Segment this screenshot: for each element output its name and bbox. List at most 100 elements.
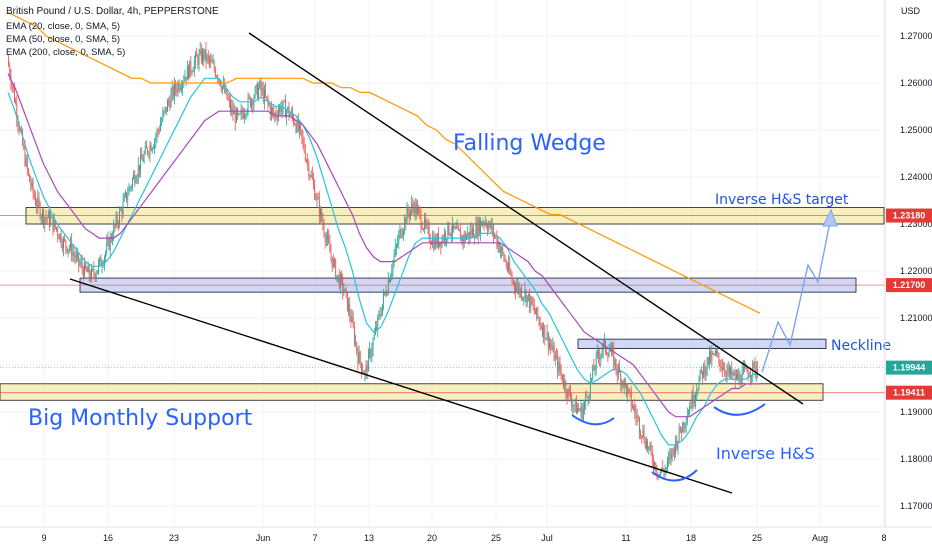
candle-down — [634, 406, 636, 412]
candle-down — [485, 222, 487, 227]
candle-up — [422, 228, 424, 230]
candle-down — [248, 96, 250, 98]
candle-down — [94, 273, 96, 278]
candle-up — [79, 263, 81, 265]
indicator-ema20-label[interactable]: EMA (20, close, 0, SMA, 5) — [6, 21, 120, 32]
candle-down — [674, 449, 675, 454]
candle-down — [237, 109, 238, 115]
candle-up — [621, 381, 623, 385]
candle-down — [724, 368, 726, 373]
candle-up — [171, 87, 173, 94]
candle-up — [545, 338, 547, 340]
candle-up — [392, 261, 394, 272]
candle-up — [221, 85, 223, 90]
candle-up — [554, 355, 556, 361]
candle-up — [610, 347, 612, 351]
candle-down — [449, 233, 451, 236]
candle-down — [265, 90, 267, 97]
candle-up — [688, 412, 689, 416]
candle-up — [225, 88, 227, 93]
candle-up — [128, 187, 130, 196]
candle-up — [202, 50, 203, 62]
price-axis[interactable]: 1.27000 1.26000 1.25000 1.24000 1.23000 1.220… — [884, 0, 932, 527]
candle-up — [682, 422, 684, 433]
candle-up — [109, 235, 111, 250]
candle-up — [543, 325, 545, 336]
candle-up — [523, 297, 525, 299]
indicator-ema50-label[interactable]: EMA (50, close, 0, SMA, 5) — [6, 34, 120, 45]
candle-down — [335, 260, 337, 279]
indicator-ema200-label[interactable]: EMA (200, close, 0, SMA, 5) — [6, 47, 125, 58]
candle-up — [282, 100, 284, 108]
candle-up — [411, 203, 413, 211]
candle-up — [193, 61, 195, 71]
candle-down — [734, 372, 736, 381]
candle-up — [642, 430, 644, 437]
candle-down — [483, 222, 485, 224]
candle-up — [726, 370, 728, 376]
candle-down — [16, 103, 18, 119]
candle-down — [739, 373, 741, 383]
candle-down — [93, 268, 95, 274]
candle-down — [607, 354, 609, 357]
candle-up — [355, 342, 356, 344]
candle-up — [536, 307, 538, 315]
right-shoulder-arc — [713, 403, 766, 416]
candle-up — [591, 378, 592, 381]
candle-up — [259, 80, 261, 88]
candle-up — [127, 195, 129, 201]
candle-down — [356, 342, 358, 352]
candle-down — [663, 470, 665, 474]
candle-down — [559, 362, 561, 371]
candle-up — [439, 241, 441, 247]
candle-down — [147, 148, 149, 153]
candle-up — [336, 275, 338, 279]
candle-up — [382, 304, 383, 315]
candle-up — [450, 233, 452, 236]
candle-up — [44, 217, 46, 224]
candle-down — [295, 124, 297, 132]
candle-down — [241, 110, 243, 115]
projection-path — [571, 208, 838, 482]
candle-up — [278, 111, 279, 118]
candle-down — [408, 213, 410, 217]
candle-up — [102, 264, 104, 266]
candle-down — [405, 218, 407, 224]
candle-down — [565, 381, 567, 393]
candle-up — [343, 290, 345, 292]
candle-up — [577, 408, 578, 414]
candle-down — [353, 326, 355, 343]
candle-up — [484, 222, 486, 224]
price-badge-label: 1.19944 — [893, 363, 926, 373]
candle-up — [325, 238, 327, 242]
candle-down — [165, 106, 167, 112]
candle-down — [728, 366, 730, 374]
candle-down — [476, 223, 478, 237]
candle-down — [412, 203, 414, 208]
annotation-falling-wedge: Falling Wedge — [453, 131, 606, 156]
candle-down — [176, 89, 178, 92]
time-axis[interactable]: 9 16 23 Jun 7 13 20 25 Jul 11 18 25 Aug 8 — [0, 526, 932, 543]
candle-up — [174, 83, 175, 97]
candle-down — [318, 198, 320, 217]
y-tick-label: 1.25000 — [900, 125, 932, 135]
candle-up — [378, 313, 380, 316]
candle-down — [518, 285, 520, 294]
candle-up — [480, 221, 481, 234]
candle-up — [646, 441, 647, 448]
candle-down — [8, 59, 9, 66]
candle-down — [587, 396, 589, 400]
candle-down — [242, 114, 244, 118]
price-badge-label: 1.19411 — [893, 388, 925, 398]
candle-down — [630, 392, 632, 407]
candle-up — [132, 178, 133, 187]
candle-down — [525, 290, 527, 303]
candle-down — [670, 454, 672, 459]
candle-up — [417, 207, 418, 215]
candle-up — [406, 207, 408, 224]
candle-up — [546, 332, 548, 339]
candle-down — [307, 160, 309, 163]
candle-up — [160, 124, 161, 131]
candle-down — [653, 462, 654, 469]
